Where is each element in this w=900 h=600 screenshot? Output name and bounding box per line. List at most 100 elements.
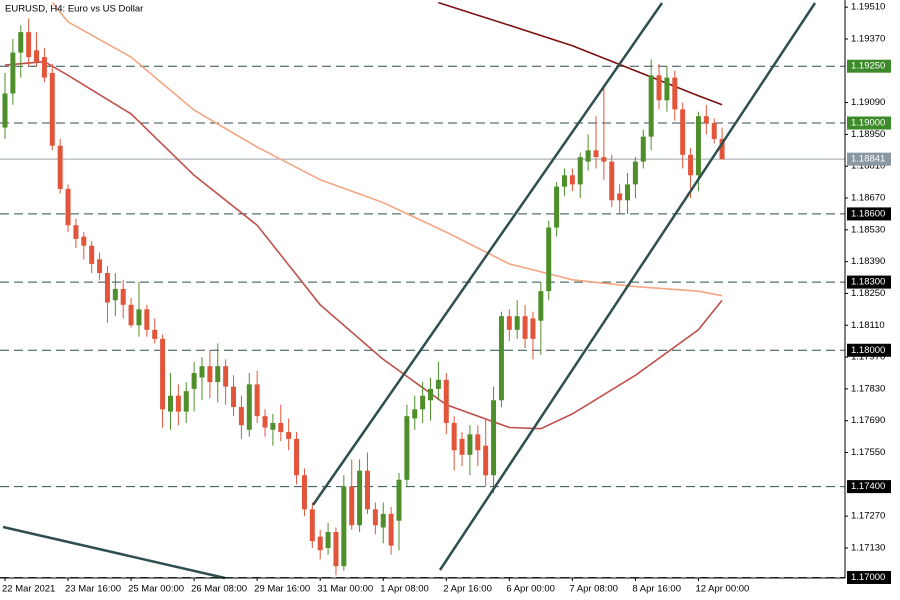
candle-body [254,384,260,417]
candle-body [333,532,339,567]
candle-body [396,479,402,521]
candle-body [183,391,189,412]
candle-body [711,123,717,139]
candle-body [175,395,181,412]
candle-body [73,225,79,239]
candle-body [223,366,229,387]
level-label-box [847,116,891,130]
candle-body [372,509,378,526]
candle-body [317,536,323,551]
moving-average [438,1,723,106]
candle-body [412,409,418,419]
x-tick-label: 12 Apr 00:00 [695,584,749,595]
candle-body [65,188,71,226]
channel-lower [438,2,817,571]
level-label-box [847,571,891,584]
candle-body [680,109,686,155]
level-label: 1.18000 [851,345,885,356]
y-tick-label: 1.18110 [851,320,885,331]
candle-body [656,75,662,101]
y-tick-label: 1.17270 [851,511,885,522]
y-tick-label: 1.17830 [851,383,885,394]
candle-body [325,532,331,548]
candle-body [625,184,631,201]
candle-body [57,145,63,189]
y-tick-label: 1.17130 [851,542,885,553]
trend-line [2,525,226,580]
candle-body [561,175,567,187]
candle-body [443,379,449,423]
candle-body [215,366,221,383]
candle-body [81,236,87,246]
level-label-box [847,275,891,289]
moving-average [4,60,723,430]
candle-body [309,509,315,542]
candle-body [404,416,410,480]
y-tick-label: 1.17970 [851,352,885,363]
candle-body [167,395,173,412]
candle-body [238,407,244,426]
y-tick-label: 1.17690 [851,415,885,426]
level-label-box [847,480,891,494]
candle-body [26,32,32,58]
candle-body [538,291,544,321]
x-tick-label: 23 Mar 16:00 [65,584,121,595]
x-tick-label: 6 Apr 00:00 [506,584,555,595]
candle-body [648,75,654,137]
candle-body [530,318,536,339]
candle-body [128,304,134,326]
y-tick-label: 1.18390 [851,256,885,267]
candle-body [546,227,552,292]
candle-body [617,193,623,201]
candle-body [672,77,678,110]
trend-lines [2,2,817,580]
x-tick-label: 31 Mar 00:00 [317,584,373,595]
level-label: 1.18300 [851,277,885,288]
candle-body [388,513,394,546]
candle-body [380,513,386,528]
x-tick-label: 25 Mar 00:00 [128,584,184,595]
candle-body [459,438,465,455]
candle-body [231,386,237,408]
moving-average [51,2,723,297]
candle-body [467,434,473,455]
y-tick-label: 1.18250 [851,288,885,299]
candle-body [569,175,575,185]
level-label: 1.19000 [851,118,885,129]
candle-body [664,77,670,101]
x-tick-label: 22 Mar 2021 [2,584,55,595]
candle-body [357,470,363,526]
channel-upper [311,2,664,506]
level-label-box [847,207,891,221]
candle-body [112,288,118,301]
candle-body [703,116,709,124]
moving-averages [4,1,723,430]
candle-body [640,136,646,162]
candle-body [688,154,694,176]
current-price-box [847,152,891,166]
x-tick-label: 1 Apr 08:00 [380,584,429,595]
level-label: 1.17400 [851,481,885,492]
candle-body [483,445,489,476]
candle-body [301,475,307,510]
candle-body [491,400,497,476]
candle-body [144,309,150,330]
x-tick-label: 26 Mar 08:00 [191,584,247,595]
candle-body [34,50,40,62]
x-tick-label: 29 Mar 16:00 [254,584,310,595]
candle-body [428,388,434,401]
candle-body [593,150,599,158]
candle-body [152,329,158,339]
y-tick-label: 1.19370 [851,33,885,44]
candle-body [270,422,276,430]
candle-body [522,316,528,339]
candle-body [49,73,55,146]
candle-body [506,316,512,330]
candle-body [97,259,103,273]
chart-title: EURUSD, H4: Euro vs US Dollar [5,4,143,15]
candle-body [514,316,520,330]
y-tick-label: 1.19510 [851,2,885,13]
level-label-box [847,59,891,73]
